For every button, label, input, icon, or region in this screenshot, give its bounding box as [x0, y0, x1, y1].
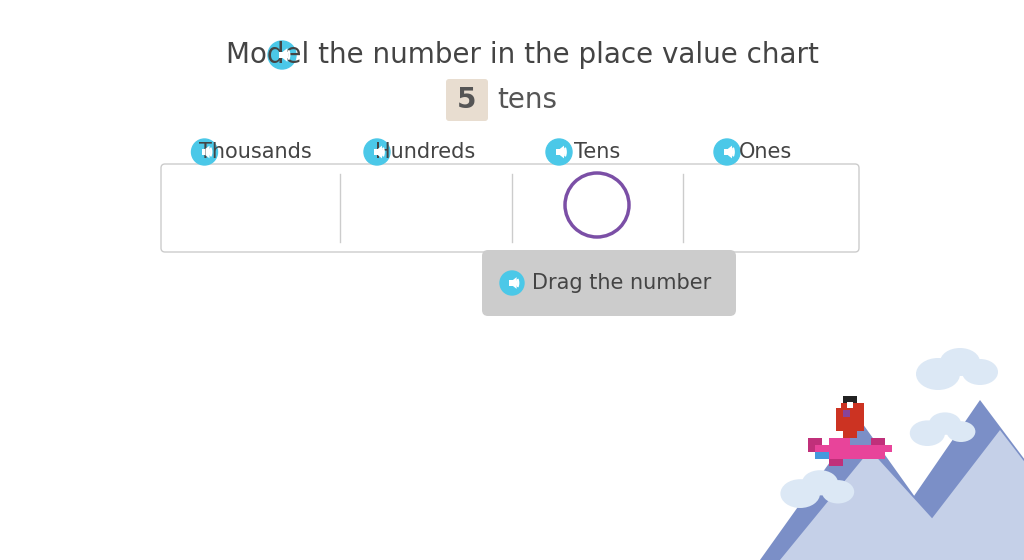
Polygon shape — [560, 146, 564, 158]
Bar — [843, 452, 850, 459]
Text: Model the number in the place value chart: Model the number in the place value char… — [225, 41, 818, 69]
Text: Ones: Ones — [738, 142, 792, 162]
Bar — [836, 452, 843, 459]
Polygon shape — [724, 149, 728, 155]
Polygon shape — [206, 146, 210, 158]
Polygon shape — [378, 146, 382, 158]
Text: Drag the number: Drag the number — [532, 273, 712, 293]
Bar — [857, 410, 864, 417]
Circle shape — [364, 139, 390, 165]
Bar — [835, 402, 841, 408]
Ellipse shape — [946, 421, 976, 442]
Polygon shape — [280, 52, 283, 58]
Polygon shape — [202, 149, 206, 155]
Polygon shape — [728, 146, 732, 158]
Bar — [850, 410, 857, 417]
Polygon shape — [556, 149, 560, 155]
FancyBboxPatch shape — [161, 164, 859, 252]
Polygon shape — [900, 430, 1024, 560]
Polygon shape — [780, 450, 970, 560]
Bar — [829, 438, 836, 445]
Bar — [822, 452, 829, 459]
Circle shape — [546, 139, 572, 165]
Bar — [850, 424, 857, 431]
Bar — [815, 438, 822, 445]
Bar — [836, 417, 843, 424]
Circle shape — [714, 139, 740, 165]
Bar — [847, 402, 853, 408]
Ellipse shape — [780, 479, 820, 508]
Text: Hundreds: Hundreds — [375, 142, 475, 162]
Bar — [864, 452, 871, 459]
Bar — [843, 396, 850, 403]
Bar — [843, 417, 850, 424]
Bar — [829, 452, 836, 459]
Ellipse shape — [916, 358, 961, 390]
Polygon shape — [513, 277, 517, 289]
Bar — [857, 424, 864, 431]
Bar — [836, 438, 843, 445]
Bar — [808, 438, 815, 445]
Bar — [857, 452, 864, 459]
Bar — [885, 445, 892, 452]
Bar — [843, 424, 850, 431]
Ellipse shape — [909, 421, 945, 446]
Bar — [843, 410, 850, 417]
FancyBboxPatch shape — [482, 250, 736, 316]
Bar — [850, 403, 857, 410]
Bar — [850, 417, 857, 424]
Circle shape — [268, 41, 296, 69]
Bar — [836, 410, 843, 417]
Bar — [843, 438, 850, 445]
Bar — [871, 452, 878, 459]
FancyBboxPatch shape — [446, 79, 488, 121]
Bar — [815, 445, 822, 452]
Bar — [850, 431, 857, 438]
Bar — [836, 445, 843, 452]
Ellipse shape — [940, 348, 980, 376]
Polygon shape — [760, 420, 961, 560]
Circle shape — [500, 271, 524, 295]
Polygon shape — [283, 48, 288, 62]
Bar — [836, 403, 843, 410]
Bar — [871, 438, 878, 445]
Ellipse shape — [929, 412, 961, 435]
Bar — [850, 396, 857, 403]
Bar — [864, 445, 871, 452]
Ellipse shape — [822, 480, 854, 503]
Bar — [843, 403, 850, 410]
Bar — [857, 445, 864, 452]
Bar — [871, 445, 878, 452]
Bar — [829, 445, 836, 452]
Ellipse shape — [962, 359, 998, 385]
Circle shape — [191, 139, 217, 165]
Bar — [829, 459, 836, 466]
Ellipse shape — [802, 470, 838, 496]
Text: tens: tens — [497, 86, 557, 114]
Polygon shape — [583, 252, 611, 256]
Bar — [843, 445, 850, 452]
Bar — [836, 424, 843, 431]
Bar — [850, 445, 857, 452]
Bar — [808, 445, 815, 452]
Bar — [857, 403, 864, 410]
Bar — [850, 452, 857, 459]
Bar — [815, 452, 822, 459]
Text: 5: 5 — [458, 86, 477, 114]
Bar — [822, 445, 829, 452]
Text: Thousands: Thousands — [199, 142, 311, 162]
Bar — [822, 452, 829, 459]
Bar — [857, 417, 864, 424]
Polygon shape — [374, 149, 378, 155]
Bar — [878, 445, 885, 452]
Bar — [878, 452, 885, 459]
Polygon shape — [870, 400, 1024, 560]
Text: Tens: Tens — [573, 142, 621, 162]
Bar — [836, 459, 843, 466]
Bar — [878, 438, 885, 445]
Polygon shape — [510, 280, 513, 286]
Bar — [843, 431, 850, 438]
